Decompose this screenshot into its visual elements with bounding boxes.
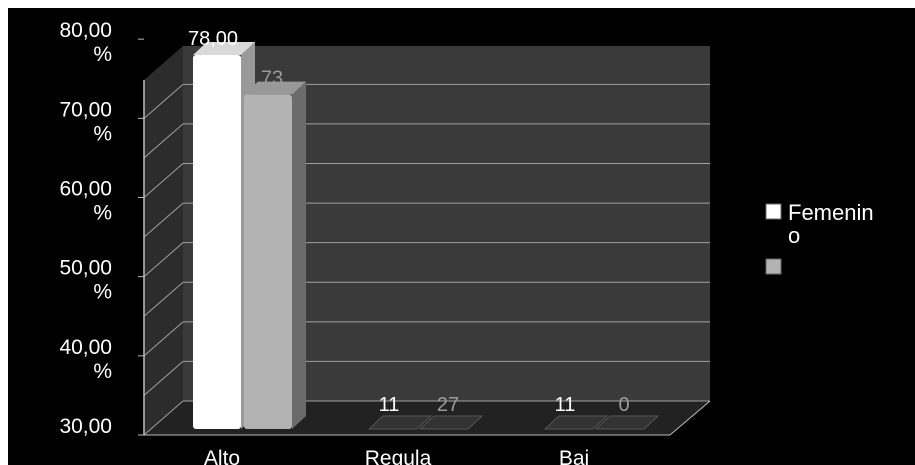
y-tick-label: % [93,43,112,66]
data-label: 0 [618,394,629,416]
bar-front [244,94,292,429]
y-tick-label: % [93,202,112,225]
x-tick-label: Baj [559,447,589,465]
grid-line-side [143,83,184,119]
bar-chart: 80,00%70,00%60,00%50,00%40,00%30,0078,00… [59,19,874,465]
y-tick-label: 60,00 [59,178,112,201]
chart-area: 80,00% 70,00% 60,00% 50,00% 40,00% 30,00 78,00… [8,8,915,465]
y-tick-label: % [93,360,112,383]
chart-side-wall [144,46,183,435]
grid-line-side [143,242,184,278]
y-tick-label: 30,00 [59,415,112,438]
grid-line-side [143,361,184,396]
data-label: 11 [379,394,400,416]
data-label: 73 [261,68,283,90]
y-tick-label: 50,00 [59,257,112,280]
bar-top [418,415,484,430]
grid-line-side [143,202,184,238]
grid-line-side [143,400,184,436]
bar-front [193,55,241,429]
bar-side [292,81,306,429]
data-label: 27 [437,394,459,416]
legend-swatch [765,203,782,220]
bar-top [594,415,660,430]
x-tick-label: Alto [204,447,240,465]
x-tick-label: Regula [365,447,432,465]
grid-line-side [143,321,184,357]
legend-label: Femenin [788,200,874,225]
bar-top [193,42,255,55]
data-label: 11 [555,394,576,416]
y-tick-label: % [93,122,112,145]
bar-top [543,415,609,430]
grid-line-side [143,163,184,198]
grid-line-side [143,123,184,159]
grid-line-side [143,281,184,317]
y-tick-label: 40,00 [59,336,112,359]
bar-top [367,415,433,430]
legend-swatch [765,258,782,275]
data-label: 78,00 [188,28,238,50]
floor-edge [669,400,711,436]
chart-back-wall [183,46,710,401]
y-tick-label: % [93,281,112,304]
y-tick-label: 70,00 [59,98,112,121]
legend-label: o [788,223,800,248]
y-tick-label: 80,00 [59,19,112,42]
bar-top [244,81,306,95]
